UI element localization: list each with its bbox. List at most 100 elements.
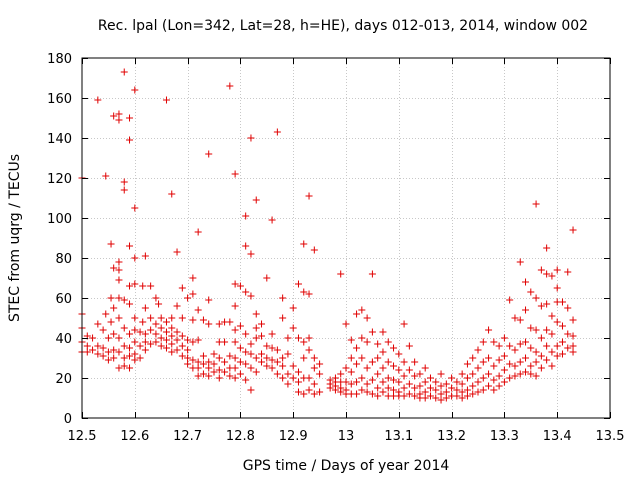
data-point [294, 378, 302, 386]
data-point [374, 392, 382, 400]
data-point [247, 340, 255, 348]
data-point [558, 322, 566, 330]
data-point [263, 354, 271, 362]
data-point [231, 170, 239, 178]
data-point [495, 382, 503, 390]
data-point [231, 364, 239, 372]
data-point [126, 242, 134, 250]
data-point [516, 316, 524, 324]
data-point [411, 358, 419, 366]
y-tick-label: 120 [47, 172, 72, 187]
data-point [189, 356, 197, 364]
data-point [231, 338, 239, 346]
data-point [543, 300, 551, 308]
data-point [94, 96, 102, 104]
data-point [115, 258, 123, 266]
data-point [569, 342, 577, 350]
data-point [231, 280, 239, 288]
data-point [337, 270, 345, 278]
data-point [506, 374, 514, 382]
data-point [141, 330, 149, 338]
data-point [157, 342, 165, 350]
data-point [358, 306, 366, 314]
data-point [242, 360, 250, 368]
data-point [421, 364, 429, 372]
data-point [199, 352, 207, 360]
data-point [252, 310, 260, 318]
y-tick-label: 80 [55, 252, 72, 267]
data-point [300, 390, 308, 398]
data-point [168, 332, 176, 340]
data-point [242, 348, 250, 356]
data-point [263, 342, 271, 350]
data-point [437, 396, 445, 404]
data-point [247, 250, 255, 258]
data-point [152, 330, 160, 338]
y-tick-label: 140 [47, 132, 72, 147]
data-point [331, 386, 339, 394]
data-point [474, 378, 482, 386]
data-point [490, 338, 498, 346]
data-point [474, 346, 482, 354]
data-point [479, 374, 487, 382]
data-point [310, 380, 318, 388]
data-point [215, 366, 223, 374]
y-tick-label: 180 [47, 52, 72, 67]
data-point [268, 330, 276, 338]
data-point [363, 338, 371, 346]
data-point [236, 344, 244, 352]
data-point [543, 326, 551, 334]
data-point [236, 370, 244, 378]
data-point [131, 280, 139, 288]
data-point [126, 300, 134, 308]
data-point [258, 320, 266, 328]
data-point [168, 348, 176, 356]
data-point [199, 316, 207, 324]
data-point [474, 388, 482, 396]
data-point [305, 346, 313, 354]
data-point [310, 390, 318, 398]
data-point [173, 336, 181, 344]
data-point [199, 360, 207, 368]
data-point [242, 288, 250, 296]
data-point [395, 378, 403, 386]
data-point [231, 326, 239, 334]
data-point [569, 226, 577, 234]
data-point [347, 354, 355, 362]
data-point [316, 388, 324, 396]
data-point [453, 392, 461, 400]
data-point [537, 334, 545, 342]
data-point [548, 348, 556, 356]
data-point [368, 390, 376, 398]
data-point [205, 150, 213, 158]
data-point [532, 358, 540, 366]
data-point [342, 364, 350, 372]
data-point [258, 358, 266, 366]
data-point [168, 190, 176, 198]
data-point [184, 360, 192, 368]
data-point [194, 358, 202, 366]
data-point [305, 290, 313, 298]
data-point [173, 328, 181, 336]
data-point [511, 346, 519, 354]
x-tick-label: 13.1 [384, 429, 413, 444]
data-point [120, 354, 128, 362]
data-point [184, 336, 192, 344]
data-point [458, 394, 466, 402]
data-point [136, 342, 144, 350]
data-point [162, 344, 170, 352]
data-point [152, 338, 160, 346]
data-point [157, 324, 165, 332]
data-point [120, 362, 128, 370]
data-point [115, 116, 123, 124]
data-point [511, 314, 519, 322]
data-point [564, 330, 572, 338]
data-point [368, 270, 376, 278]
data-point [252, 196, 260, 204]
data-point [115, 314, 123, 322]
data-point [527, 324, 535, 332]
data-point [115, 294, 123, 302]
data-point [194, 372, 202, 380]
data-point [268, 344, 276, 352]
